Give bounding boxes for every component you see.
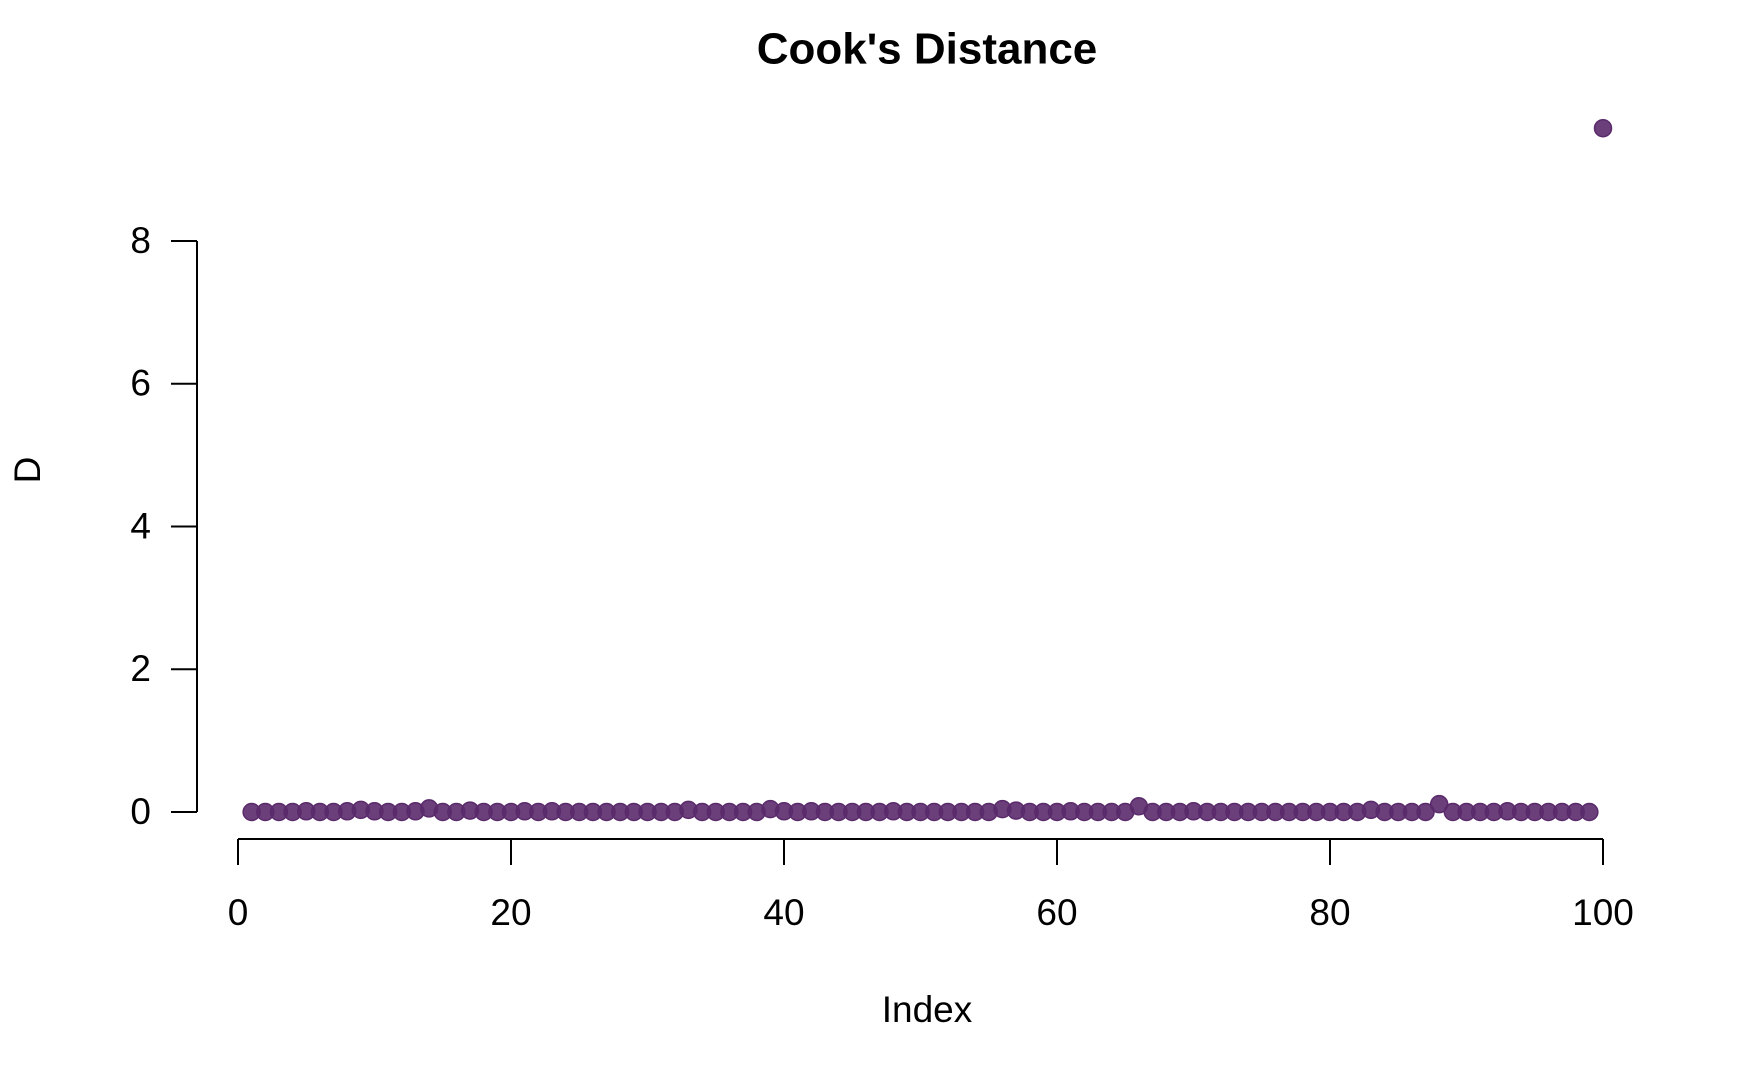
x-tick-label: 80	[1309, 892, 1350, 933]
chart-title: Cook's Distance	[757, 25, 1098, 74]
x-tick-label: 20	[490, 892, 531, 933]
y-axis-label: D	[7, 457, 48, 484]
point	[1593, 118, 1613, 138]
point	[1580, 802, 1599, 822]
x-tick-label: 40	[763, 892, 804, 933]
y-tick-label: 8	[130, 220, 151, 261]
x-tick-label: 0	[228, 892, 249, 933]
y-tick-label: 2	[130, 648, 151, 689]
point	[1429, 794, 1449, 814]
x-tick-label: 100	[1572, 892, 1634, 933]
x-tick-label: 60	[1036, 892, 1077, 933]
y-tick-label: 0	[130, 791, 151, 832]
y-tick-label: 4	[130, 505, 151, 546]
point	[1416, 802, 1435, 822]
x-axis-label: Index	[882, 989, 973, 1030]
y-tick-label: 6	[130, 363, 151, 404]
